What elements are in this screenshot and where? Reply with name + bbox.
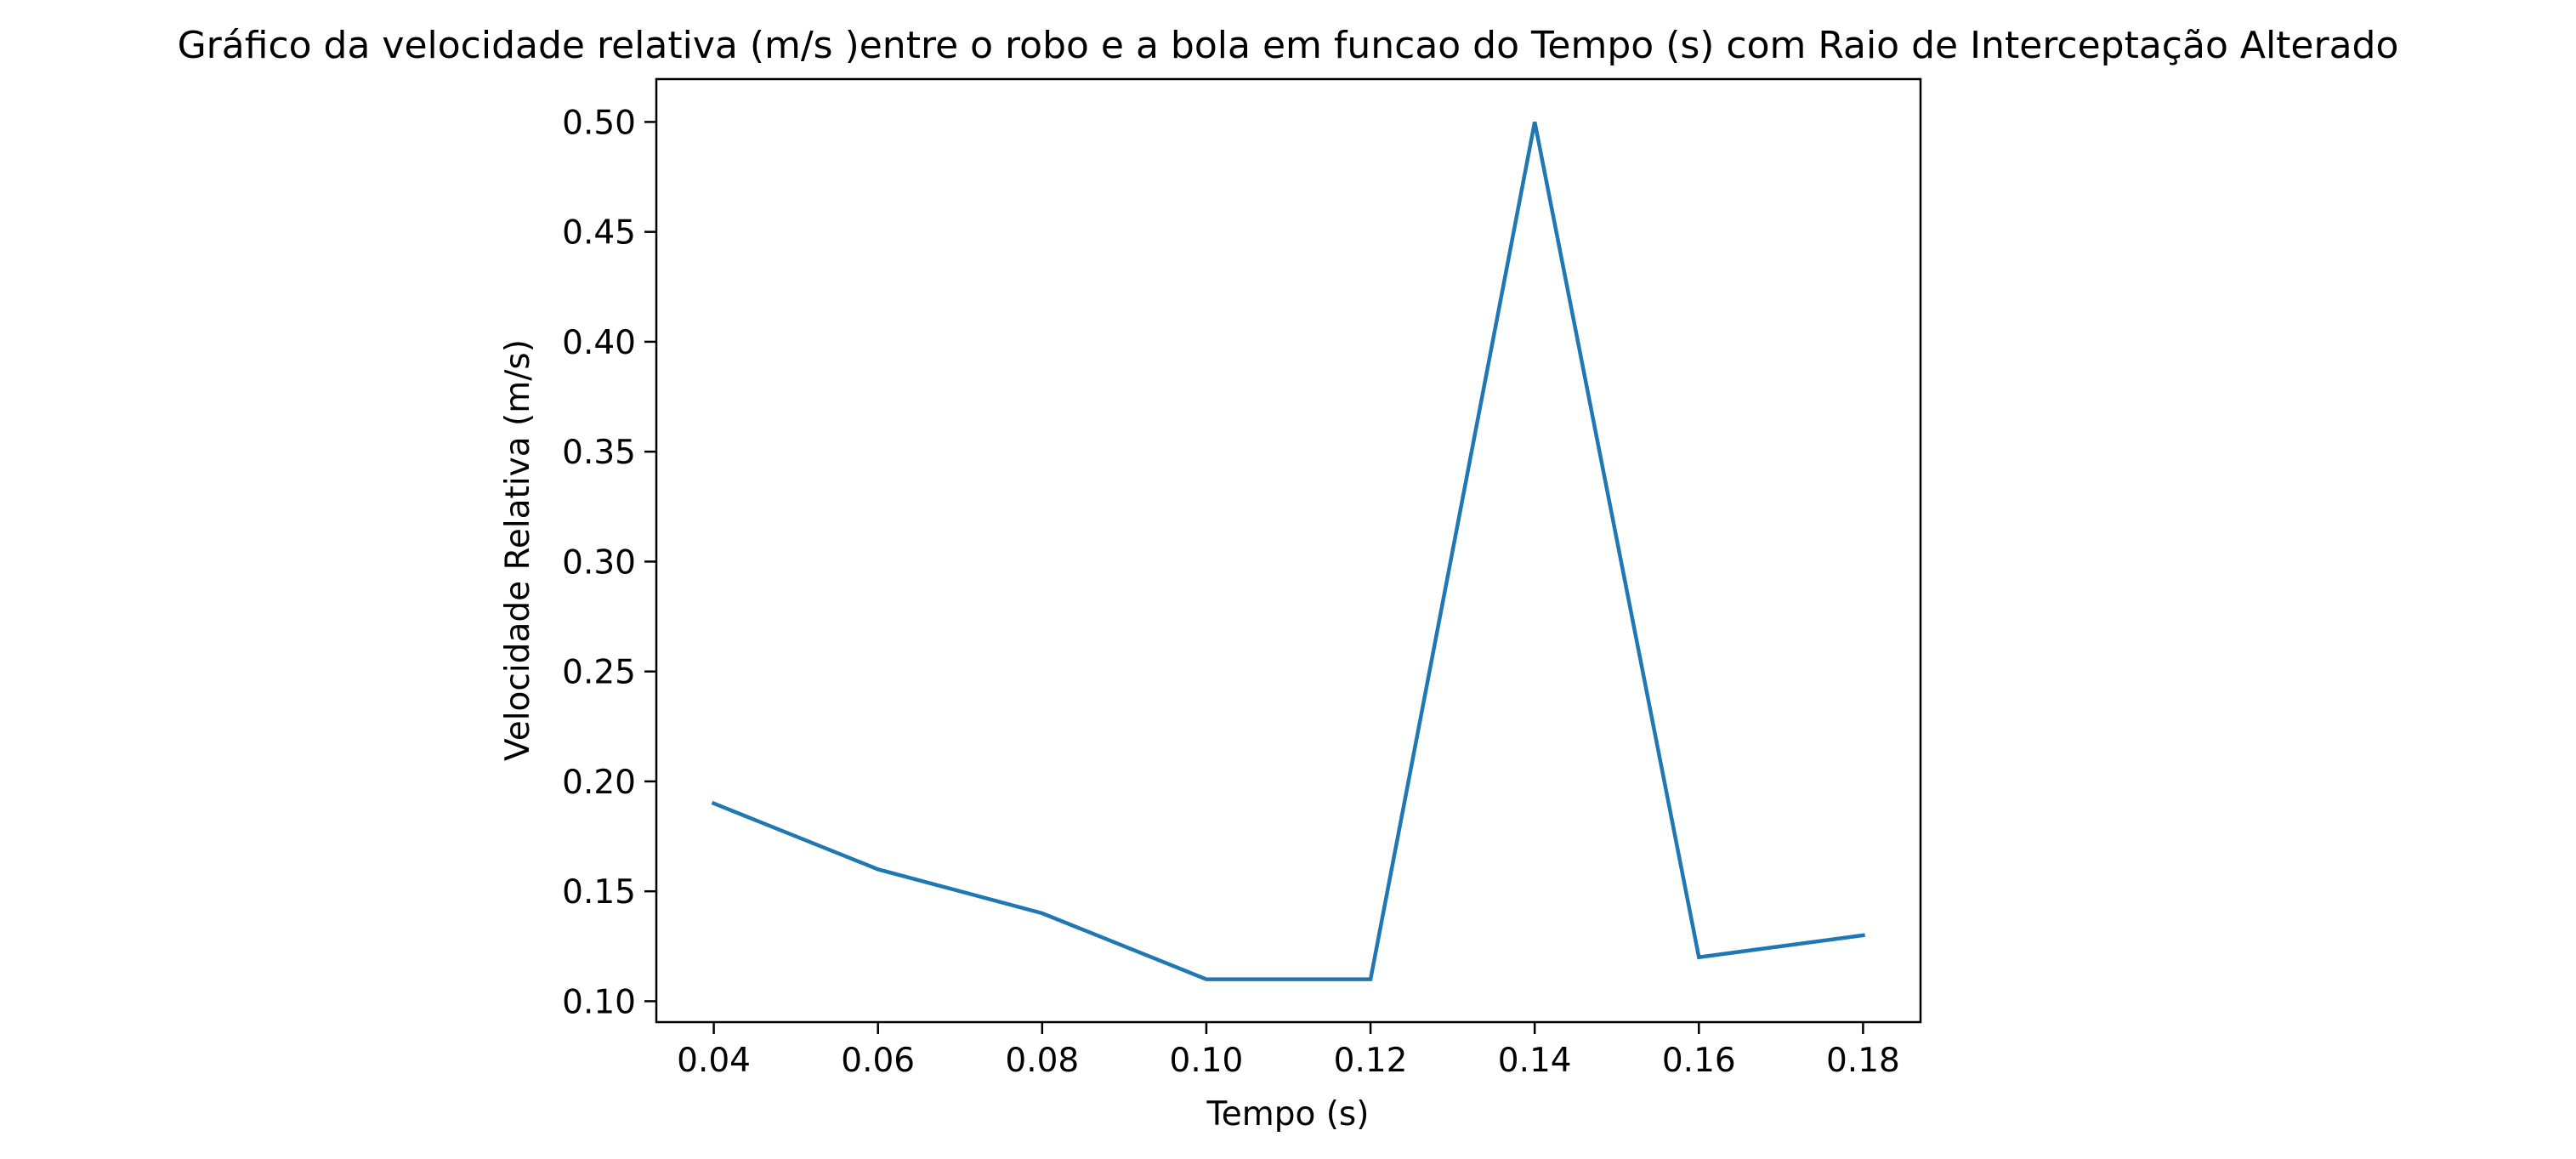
axes-frame — [655, 77, 1922, 1024]
y-tick-label: 0.10 — [562, 983, 636, 1021]
x-tick-label: 0.14 — [1498, 1042, 1572, 1080]
y-tick-label: 0.40 — [562, 324, 636, 362]
x-tick-label: 0.04 — [677, 1042, 751, 1080]
x-tick-label: 0.08 — [1005, 1042, 1079, 1080]
x-axis-ticks: 0.04 0.06 0.08 0.10 0.12 0.14 0.16 0.18 — [677, 1022, 1900, 1080]
y-tick-label: 0.15 — [562, 873, 636, 912]
plot-area — [711, 121, 1865, 981]
x-tick-label: 0.16 — [1662, 1042, 1736, 1080]
series-line — [711, 121, 1865, 981]
x-tick-label: 0.12 — [1334, 1042, 1408, 1080]
y-tick-label: 0.50 — [562, 104, 636, 142]
x-axis-label: Tempo (s) — [1206, 1095, 1370, 1133]
y-tick-label: 0.35 — [562, 434, 636, 472]
y-tick-label: 0.30 — [562, 543, 636, 582]
x-tick-label: 0.06 — [841, 1042, 915, 1080]
x-tick-label: 0.18 — [1826, 1042, 1900, 1080]
y-axis-label: Velocidade Relativa (m/s) — [499, 339, 537, 761]
y-tick-label: 0.20 — [562, 764, 636, 802]
y-tick-label: 0.25 — [562, 654, 636, 692]
chart-title: Gráfico da velocidade relativa (m/s )ent… — [178, 24, 2399, 67]
x-tick-label: 0.10 — [1170, 1042, 1244, 1080]
y-axis-ticks: 0.10 0.15 0.20 0.25 0.30 0.35 0.40 0.45 0.50 — [562, 104, 656, 1021]
y-tick-label: 0.45 — [562, 214, 636, 253]
